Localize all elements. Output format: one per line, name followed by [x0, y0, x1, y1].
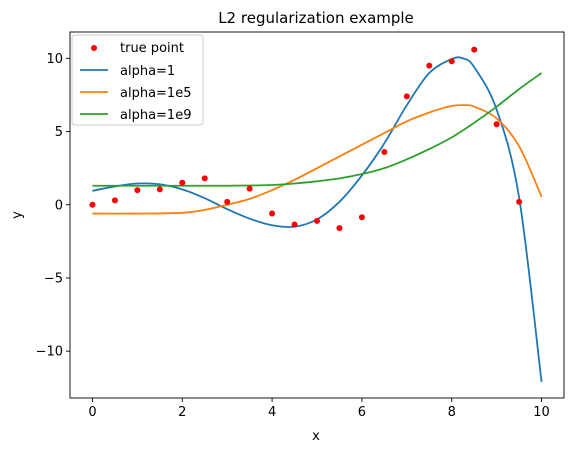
x-axis-label: x — [312, 429, 320, 444]
x-tick-label: 6 — [358, 405, 366, 420]
scatter-point — [314, 217, 320, 224]
scatter-point — [471, 46, 478, 53]
scatter-point — [246, 185, 253, 192]
legend-label-alpha-1e9: alpha=1e9 — [120, 108, 191, 123]
series-line-alpha-1 — [92, 56, 543, 383]
scatter-point — [516, 198, 523, 205]
legend-box — [71, 34, 204, 126]
x-tick-label: 4 — [268, 405, 276, 420]
y-tick-label: −10 — [36, 345, 63, 360]
scatter-point — [358, 214, 365, 221]
legend-label-alpha-1: alpha=1 — [120, 64, 175, 79]
x-tick-label: 2 — [178, 405, 186, 420]
axes: 0 2 4 6 8 10 −10 −5 0 5 10 — [36, 31, 565, 420]
scatter-point — [89, 201, 96, 208]
scatter-point — [111, 197, 118, 204]
x-tick-label: 0 — [88, 405, 96, 420]
series-line-alpha-1e9 — [92, 72, 543, 187]
x-tick-label: 8 — [448, 405, 456, 420]
legend: true point alpha=1 alpha=1e5 alpha=1e9 — [71, 34, 204, 126]
chart-title: L2 regularization example — [218, 9, 414, 27]
scatter-point — [448, 58, 455, 65]
y-tick-label: −5 — [44, 271, 63, 286]
y-axis-label: y — [10, 211, 25, 219]
legend-label-true-point: true point — [120, 41, 184, 56]
y-tick-label: 0 — [55, 198, 63, 213]
scatter-point — [426, 62, 433, 69]
series-line-alpha-1e5 — [92, 104, 543, 215]
legend-label-alpha-1e5: alpha=1e5 — [120, 86, 191, 101]
scatter-point — [269, 210, 276, 217]
chart-marks — [89, 46, 543, 383]
y-tick-label: 5 — [55, 125, 63, 140]
scatter-point — [403, 93, 410, 100]
scatter-point — [156, 186, 163, 193]
scatter-point — [493, 121, 500, 128]
scatter-point — [134, 187, 141, 194]
scatter-point — [201, 175, 208, 182]
scatter-point — [381, 149, 388, 156]
axes-frame — [69, 31, 565, 399]
scatter-point — [336, 225, 343, 232]
scatter-point — [291, 221, 298, 228]
scatter-point — [179, 179, 186, 186]
y-tick-label: 10 — [46, 52, 63, 67]
scatter-point — [224, 198, 231, 205]
x-tick-label: 10 — [533, 405, 550, 420]
legend-marker-true-point — [91, 45, 97, 51]
